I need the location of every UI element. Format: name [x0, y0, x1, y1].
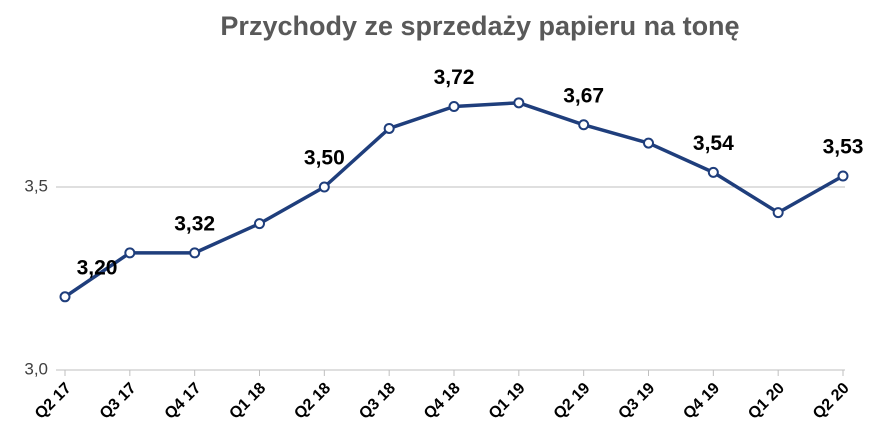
marker	[189, 247, 201, 259]
marker	[837, 170, 849, 182]
chart-title: Przychody ze sprzedaży papieru na tonę	[220, 11, 739, 41]
x-tick-label: Q1 18	[226, 380, 269, 423]
x-tick-label: Q2 18	[291, 380, 334, 423]
x-tick-label: Q3 19	[615, 380, 658, 423]
data-label: 3,50	[304, 147, 345, 170]
y-tick-label: 3,0	[24, 359, 48, 378]
x-tick-label: Q4 19	[680, 380, 723, 423]
x-tick-label: Q4 18	[421, 380, 464, 423]
marker	[383, 122, 395, 134]
data-label: 3,20	[77, 256, 118, 279]
y-tick-label: 3,5	[24, 176, 48, 195]
marker	[578, 119, 590, 131]
marker	[513, 97, 525, 109]
marker	[643, 137, 654, 149]
x-tick-label: Q2 20	[810, 380, 853, 423]
x-tick-label: Q3 18	[356, 380, 399, 423]
data-label: 3,72	[434, 66, 475, 89]
data-label: 3,54	[693, 132, 734, 155]
marker	[448, 100, 460, 112]
marker	[318, 181, 330, 193]
x-tick-label: Q3 17	[97, 380, 140, 423]
marker	[59, 291, 71, 303]
data-label: 3,32	[174, 212, 215, 235]
marker	[124, 247, 136, 259]
data-label: 3,53	[823, 136, 864, 159]
x-tick-label: Q1 19	[486, 380, 529, 423]
marker	[772, 207, 784, 219]
marker	[254, 218, 265, 230]
data-label: 3,67	[563, 84, 604, 107]
x-tick-label: Q2 17	[32, 380, 75, 423]
x-tick-label: Q1 20	[745, 380, 788, 423]
x-tick-label: Q4 17	[162, 380, 205, 423]
x-tick-label: Q2 19	[551, 380, 594, 423]
marker	[707, 166, 719, 178]
